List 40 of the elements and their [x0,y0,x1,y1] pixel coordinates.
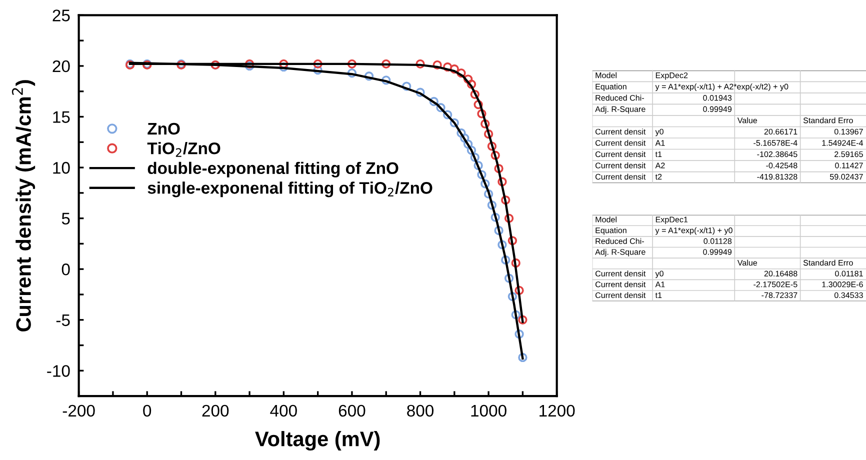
x-tick-label: -200 [62,404,95,417]
y-tick-label: -5 [56,314,70,326]
x-tick-label: 1200 [540,404,575,417]
text: Adj. R-Square 0.99949 [595,106,732,114]
x-tick-label: 200 [202,404,229,417]
x-tick-label: 400 [270,404,297,417]
x-tick-label: 0 [143,404,152,417]
x-tick-label: 600 [338,404,366,417]
text: Current densit t1 -102.38645 2.59165 [595,151,863,158]
x-axis-title: Voltage (mV) [255,431,380,451]
text: Current densit A1 -5.16578E-4 1.54924E-4 [595,140,864,146]
text: Current densit t1 -78.72337 0.34533 [595,292,863,298]
text: Value Standard Erro [737,260,853,266]
text: Model ExpDec1 [596,216,688,224]
text: Current densit y0 20.66171 0.13967 [595,128,863,136]
legend-label: TiO$_{2}$/ZnO [147,142,220,157]
legend-label: single-exponenal fitting of TiO$_{2}$/ZnO [148,182,432,198]
text: Equation y = A1*exp(-x/t1) + A2*exp(-x/t2) + y0 [596,84,788,92]
y-tick-label: 25 [52,10,70,22]
text: Current densit A1 -2.17502E-5 1.30029E-6 [595,281,863,288]
y-tick-label: -10 [47,365,70,377]
y-tick-label: 0 [62,264,70,276]
text: Value Standard Erro [737,117,853,124]
legend-label: ZnO [148,122,180,135]
text: Equation y = A1*exp(-x/t1) + y0 [596,227,732,235]
text: Current densit y0 20.16488 0.01181 [595,270,863,278]
text: Current densit A2 -0.42548 0.11427 [595,162,863,168]
text: Current densit t2 -419.81328 59.02437 [595,174,863,180]
text: Reduced Chi- 0.01943 [596,94,732,101]
y-axis-title: Current density (mA/cm$^{2}$) [12,80,36,332]
text: Adj. R-Square 0.99949 [595,248,732,256]
x-tick-label: 1000 [471,404,506,417]
text: Model ExpDec2 [596,72,688,80]
y-tick-label: 20 [52,60,70,72]
text: Reduced Chi- 0.01128 [596,238,732,244]
y-tick-label: 15 [53,111,70,123]
x-tick-label: 800 [407,404,434,417]
y-tick-label: 5 [62,212,70,225]
y-tick-label: 10 [53,162,70,174]
legend-label: double-exponenal fitting of ZnO [148,162,398,178]
